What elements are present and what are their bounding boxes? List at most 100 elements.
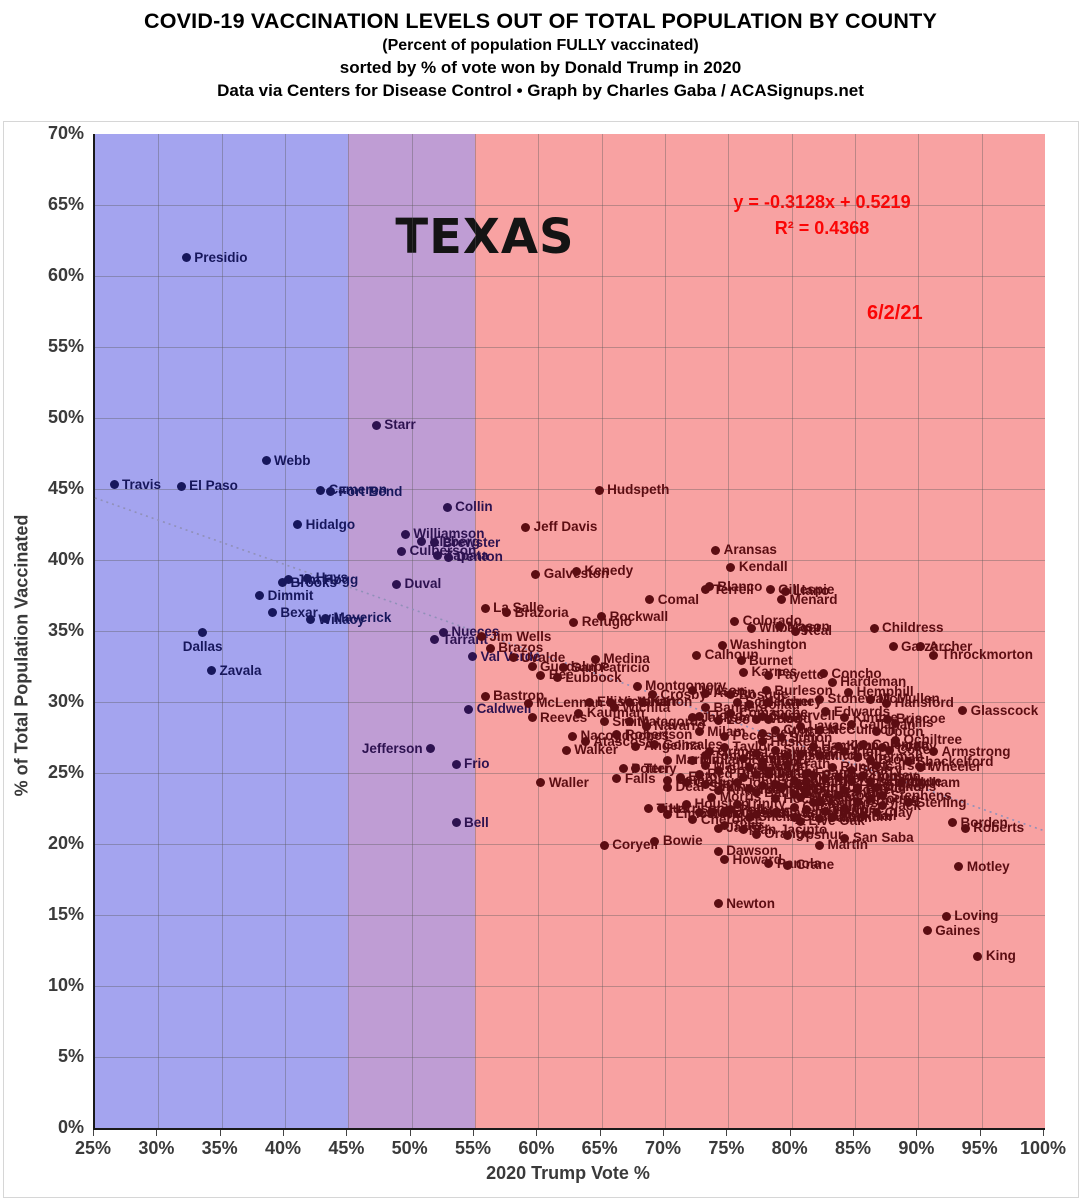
data-point-dot (834, 741, 844, 751)
data-point-label: Loving (954, 908, 999, 924)
data-point-dot (713, 823, 723, 833)
data-point-label: San Jacinto (751, 821, 828, 837)
data-point-label: Brazoria (514, 604, 569, 620)
data-point-dot (764, 767, 774, 777)
data-point-dot (891, 718, 901, 728)
data-point-label: Williamson (413, 526, 485, 542)
data-point-dot (764, 714, 774, 724)
data-point-dot (443, 552, 453, 562)
data-point-dot (774, 622, 784, 632)
data-point-label: Kaufman (586, 705, 645, 721)
data-point-label: Upshur (795, 827, 844, 843)
x-tick-mark (346, 1130, 348, 1136)
data-point-dot (485, 643, 495, 653)
data-point-label: Taylor (732, 739, 773, 755)
data-point-label: Nueces (451, 624, 500, 640)
data-point-label: Throckmorton (941, 647, 1034, 663)
data-point-dot (561, 745, 571, 755)
data-point-label: Kenedy (584, 563, 634, 579)
x-tick-mark (283, 1130, 284, 1136)
data-point-label: Fisher (795, 747, 837, 763)
data-point-dot (789, 812, 799, 822)
data-point-dot (720, 742, 730, 752)
data-point-dot (711, 545, 721, 555)
x-tick-label: 75% (708, 1138, 745, 1158)
data-point-label: Menard (789, 591, 838, 607)
plot-area: TEXAS y = -0.3128x + 0.5219 R² = 0.4368 … (93, 134, 1046, 1130)
data-point-label: Lee (726, 712, 750, 728)
data-point-dot (631, 764, 641, 774)
data-point-dot (739, 772, 749, 782)
data-point-dot (632, 681, 642, 691)
horizontal-gridline (95, 276, 1045, 277)
x-tick-label: 70% (644, 1138, 682, 1158)
data-point-label: Bell (464, 814, 489, 830)
data-point-dot (315, 485, 325, 495)
data-point-dot (713, 785, 723, 795)
data-point-dot (865, 794, 875, 804)
data-point-label: Fayette (776, 667, 825, 683)
data-point-dot (777, 782, 787, 792)
data-point-label: Jackson (700, 709, 755, 725)
data-point-dot (872, 782, 882, 792)
data-point-dot (284, 575, 294, 585)
data-point-dot (391, 579, 401, 589)
data-point-label: Willacy (318, 611, 365, 627)
data-point-dot (688, 686, 698, 696)
data-point-label: McMullen (878, 691, 940, 707)
data-point-label: Hill (757, 780, 779, 796)
data-point-dot (713, 846, 723, 856)
data-point-label: Tarrant (442, 631, 488, 647)
data-point-dot (730, 616, 740, 626)
data-point-label: Terry (643, 760, 677, 776)
data-point-dot (751, 748, 761, 758)
data-point-dot (758, 737, 768, 747)
data-point-dot (888, 642, 898, 652)
data-point-dot (527, 713, 537, 723)
data-point-dot (426, 744, 436, 754)
data-point-label: Shackelford (916, 753, 994, 769)
data-point-label: Medina (603, 651, 650, 667)
data-point-label: Denton (456, 549, 503, 565)
data-point-dot (663, 782, 673, 792)
horizontal-gridline (95, 631, 1045, 632)
data-point-dot (903, 757, 913, 767)
data-point-label: Brewster (442, 534, 501, 550)
data-point-dot (181, 253, 191, 263)
data-point-dot (609, 703, 619, 713)
data-point-label: Hunt (764, 766, 795, 782)
y-tick-label: 65% (47, 194, 84, 214)
data-point-label: Real (803, 623, 832, 638)
data-point-dot (701, 751, 711, 761)
data-point-dot (527, 662, 537, 671)
data-point-label: Kent (846, 738, 877, 754)
data-point-label: Caldwell (476, 701, 532, 717)
header-subtitle-2: sorted by % of vote won by Donald Trump … (339, 58, 742, 77)
data-point-dot (590, 654, 600, 664)
data-point-label: Jim Wells (489, 628, 552, 644)
y-tick-label: 10% (47, 975, 84, 995)
data-point-label: King (985, 948, 1016, 964)
data-point-dot (569, 617, 579, 627)
data-point-label: Madison (713, 757, 769, 773)
data-point-dot (732, 799, 742, 809)
data-point-dot (451, 759, 461, 769)
horizontal-gridline (95, 560, 1045, 561)
data-point-dot (645, 595, 655, 605)
data-point-label: Reeves (540, 709, 588, 725)
data-point-dot (594, 485, 604, 495)
data-point-label: El Paso (189, 478, 238, 494)
data-point-dot (682, 778, 692, 788)
data-point-dot (796, 792, 806, 802)
data-point-dot (739, 754, 749, 764)
data-point-label: Travis (122, 476, 162, 492)
data-point-dot (397, 546, 407, 556)
data-point-dot (739, 825, 749, 835)
data-point-dot (865, 755, 875, 765)
x-tick-label: 60% (518, 1138, 555, 1158)
data-point-label: Concho (831, 665, 882, 681)
x-axis-title: 2020 Trump Vote % (486, 1163, 650, 1183)
data-point-dot (568, 731, 578, 741)
y-tick-label: 20% (47, 833, 84, 853)
data-point-label: Mills (903, 715, 934, 731)
